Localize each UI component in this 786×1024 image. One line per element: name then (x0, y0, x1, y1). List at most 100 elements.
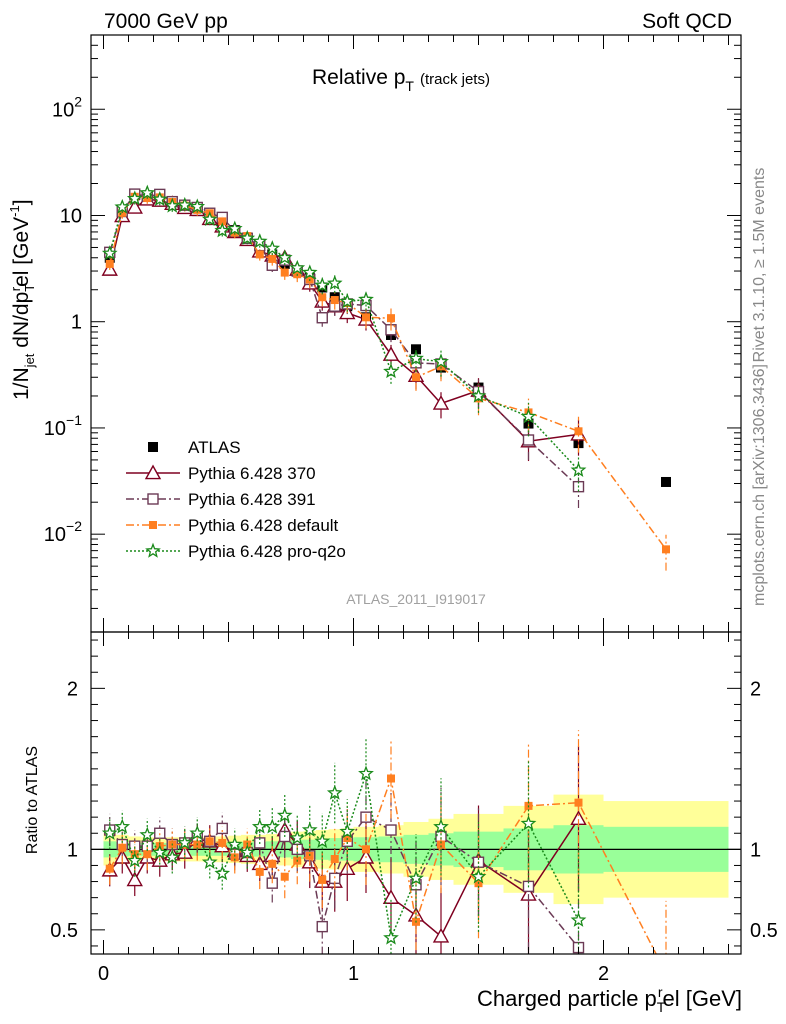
ratio-point-2-10 (230, 853, 239, 862)
main-point-4-24 (470, 387, 487, 403)
legend-label-2: Pythia 6.428 391 (188, 490, 316, 509)
ratio-series-group (101, 730, 667, 954)
main-ylabel-b: dN/dp (10, 292, 33, 354)
ratio-point-3-20 (358, 765, 374, 781)
main-ytick-label-2: 1 (71, 312, 82, 334)
main-point-3-23 (437, 362, 445, 371)
main-panel: Relative pT (track jets) ATLAS_2011_I9190… (7, 34, 742, 633)
x-axis-label-sub: T (657, 999, 666, 1015)
ratio-point-2-20 (362, 845, 370, 854)
main-ytick-label-1: 10−1 (44, 412, 82, 440)
main-point-3-14 (280, 268, 289, 277)
ratio-point-2-8 (205, 837, 214, 846)
main-point-4-0 (101, 245, 118, 261)
ratio-point-2-23 (437, 840, 445, 849)
ratio-ylabel: Ratio to ATLAS (24, 746, 41, 854)
legend-marker-0 (148, 442, 158, 452)
main-ytick-label-base-0: 10 (44, 524, 66, 546)
x-tick-labels: 0 1 2 (98, 963, 609, 985)
main-ytick-label-3: 10 (60, 205, 82, 227)
main-point-4-18 (326, 275, 343, 290)
ratio-point-3-15 (289, 829, 306, 845)
legend-marker-1 (144, 464, 162, 480)
main-point-3-10 (230, 228, 239, 237)
main-ytick-label-exp-4: 2 (74, 93, 82, 109)
ratio-point-2-18 (330, 855, 339, 864)
main-point-4-4 (151, 191, 168, 207)
legend-entry-4: Pythia 6.428 pro-q2o (126, 542, 346, 561)
main-series-1 (101, 190, 587, 462)
plot-title-main: Relative p (312, 66, 405, 89)
legend-entry-3: Pythia 6.428 default (126, 516, 339, 535)
main-point-3-27 (662, 545, 670, 554)
main-ytick-label-exp-1: −1 (66, 412, 82, 428)
main-point-0-22 (411, 344, 421, 355)
ratio-point-1-17 (316, 920, 328, 933)
ratio-frame (90, 631, 742, 955)
main-point-3-12 (255, 250, 264, 259)
main-point-4-12 (251, 233, 268, 249)
legend-marker-3 (149, 521, 157, 529)
ratio-point-3-22 (408, 869, 424, 886)
main-ytick-label-0: 10−2 (44, 518, 82, 546)
ratio-y-tick-labels: 0.5 0.5 1 1 2 2 (50, 678, 778, 942)
main-ylabel: 1/Njet dN/dpTrel [GeV-1] (7, 199, 37, 400)
ratio-ytick-label-right-1: 1 (750, 839, 761, 861)
main-point-3-21 (387, 314, 395, 323)
ratio-point-1-9 (216, 822, 228, 835)
legend-entry-0: ATLAS (148, 438, 241, 457)
ratio-point-3-13 (264, 818, 281, 834)
main-point-4-6 (176, 196, 193, 212)
main-point-3-26 (574, 427, 583, 436)
ratio-panel: 0.5 0.5 1 1 2 2 0 1 2 Ratio to ATLAS Charged pa… (24, 631, 778, 1015)
ratio-point-3-5 (164, 849, 181, 865)
ratio-point-3-3 (139, 826, 156, 842)
ratio-point-3-2 (126, 852, 143, 868)
main-series-line-2 (109, 193, 580, 488)
ratio-point-1-21 (385, 824, 397, 836)
ratio-point-3-18 (326, 784, 343, 800)
main-point-4-20 (358, 291, 374, 307)
ratio-point-3-19 (339, 823, 356, 839)
plot-title: Relative pT (track jets) (312, 66, 490, 94)
main-series-4 (101, 184, 587, 492)
main-ytick-label-4: 102 (52, 93, 82, 121)
main-ytick-label-base-4: 10 (52, 99, 74, 121)
main-ytick-label-exp-0: −2 (66, 518, 82, 534)
x-tick-label-0: 0 (98, 963, 109, 985)
plot-title-sub: T (405, 78, 414, 94)
process-label: Soft QCD (642, 10, 732, 33)
ratio-point-3-4 (151, 844, 168, 860)
main-point-3-20 (362, 313, 370, 322)
ratio-point-3-21 (383, 929, 399, 945)
main-plot-area (101, 184, 671, 571)
collision-label: 7000 GeV pp (104, 10, 228, 33)
ratio-series-3 (101, 738, 587, 954)
main-ylabel-c-sup: -1 (7, 205, 22, 217)
ratio-point-3-23 (433, 818, 449, 834)
ratio-point-3-9 (214, 865, 231, 881)
main-point-4-10 (226, 220, 243, 236)
main-point-4-15 (289, 259, 306, 275)
main-ylabel-b-sup: r (8, 286, 23, 291)
ratio-point-3-12 (251, 818, 268, 834)
legend-marker-2 (147, 493, 159, 505)
ratio-point-0-23 (432, 927, 450, 943)
main-point-4-8 (201, 210, 218, 227)
main-point-3-9 (218, 217, 227, 226)
ratio-point-3-24 (470, 868, 487, 884)
x-axis-label-suffix: el [GeV] (663, 986, 742, 1011)
main-point-4-2 (126, 190, 143, 206)
main-point-4-7 (189, 198, 206, 214)
ratio-point-0-21 (382, 889, 400, 904)
ratio-point-3-26 (570, 911, 587, 927)
ratio-point-3-7 (189, 825, 206, 840)
x-axis-label-main: Charged particle p (477, 986, 657, 1011)
x-axis-label: Charged particle pTrel [GeV] (477, 984, 742, 1015)
main-point-2-17 (316, 312, 328, 324)
main-ytick-label-base-3: 10 (60, 205, 82, 227)
legend-entry-1: Pythia 6.428 370 (126, 464, 316, 483)
main-point-4-22 (408, 350, 424, 366)
ratio-point-3-1 (114, 818, 131, 834)
